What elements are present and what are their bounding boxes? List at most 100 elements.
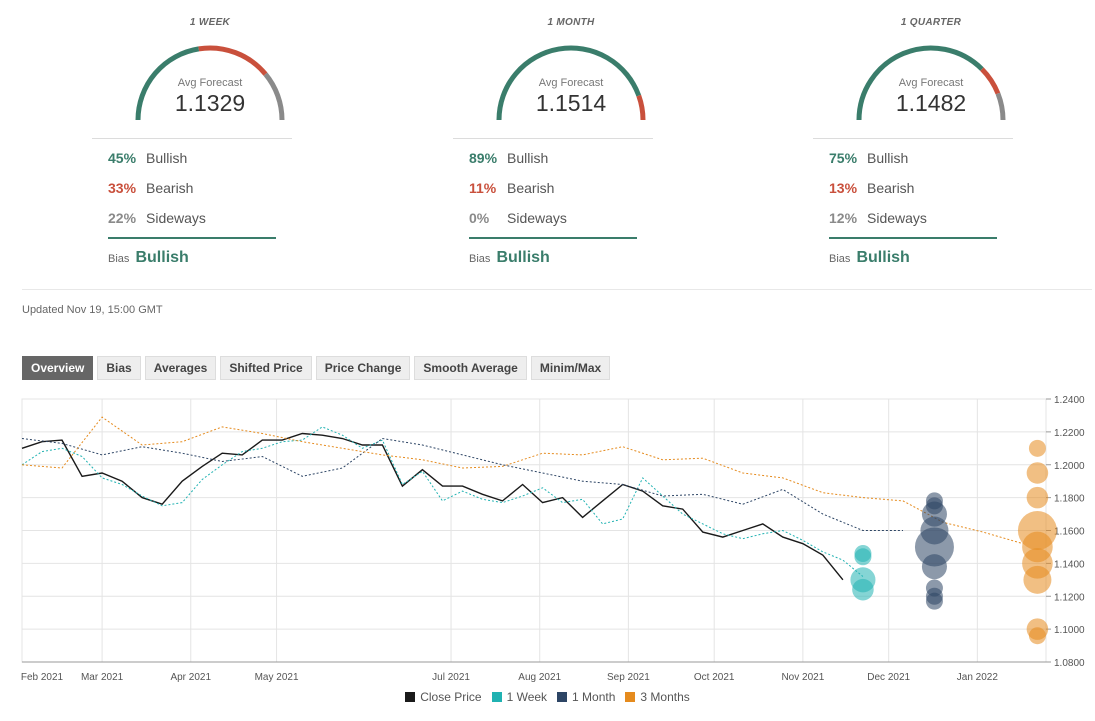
avg-forecast-value: 1.1514 — [535, 90, 607, 116]
x-tick-label: Sep 2021 — [607, 672, 650, 683]
bias-label: Bias — [829, 253, 851, 265]
forecast-bubble-3-months[interactable] — [1028, 439, 1046, 457]
x-tick-label: Apr 2021 — [170, 672, 211, 683]
sideways-pct: 0% — [469, 210, 490, 226]
x-tick-label: May 2021 — [255, 672, 299, 683]
avg-forecast-value: 1.1482 — [895, 90, 967, 116]
gauge-segment-bearish — [198, 45, 268, 76]
legend-item-week[interactable]: 1 Week — [491, 690, 548, 704]
bias: Bias Bullish — [829, 249, 910, 267]
chart-legend: Close Price 1 Week 1 Month 3 Months — [0, 690, 1095, 704]
bearish-label: Bearish — [507, 180, 555, 196]
bias-label: Bias — [108, 253, 130, 265]
sideways-pct: 22% — [108, 210, 137, 226]
updated-timestamp: Updated Nov 19, 15:00 GMT — [22, 304, 163, 316]
forecast-bubble-3-months[interactable] — [1026, 462, 1049, 484]
bullish-pct: 75% — [829, 150, 858, 166]
forecast-gauge — [135, 45, 285, 121]
bullish-row: 89% Bullish — [469, 150, 548, 166]
forecast-bubble-1-month[interactable] — [925, 579, 943, 597]
tab-shifted-price[interactable]: Shifted Price — [220, 356, 312, 380]
bullish-label: Bullish — [867, 150, 909, 166]
legend-item-close[interactable]: Close Price — [405, 690, 482, 704]
bias-value: Bullish — [856, 249, 910, 266]
avg-forecast-label: Avg Forecast — [538, 77, 604, 89]
series-line-close-price — [21, 432, 844, 581]
bias-value: Bullish — [496, 249, 550, 266]
sideways-pct: 12% — [829, 210, 858, 226]
period-label: 1 QUARTER — [900, 17, 962, 28]
sideways-label: Sideways — [507, 210, 567, 226]
bullish-label: Bullish — [507, 150, 549, 166]
bias-divider — [108, 237, 276, 239]
legend-swatch — [625, 692, 636, 702]
y-tick-label: 1.1600 — [1054, 527, 1085, 538]
forecast-bubble-3-months[interactable] — [1028, 627, 1046, 645]
y-tick-label: 1.1800 — [1054, 494, 1085, 505]
legend-swatch — [405, 692, 416, 702]
forecast-chart: 1.0800 1.1000 1.1200 1.1400 1.1600 1.1800 1.20… — [21, 395, 1085, 683]
tab-averages[interactable]: Averages — [144, 356, 217, 380]
y-tick-label: 1.1000 — [1054, 625, 1085, 636]
forecast-bubble-3-months[interactable] — [1017, 511, 1057, 550]
tab-overview[interactable]: Overview — [22, 356, 94, 380]
forecast-panel-week: 1 WEEK Avg Forecast 1.1329 45% Bullish 33… — [90, 0, 330, 285]
forecast-panel-quarter: 1 QUARTER Avg Forecast 1.1482 75% Bullish… — [811, 0, 1051, 285]
avg-forecast-label: Avg Forecast — [177, 77, 243, 89]
legend-item-month[interactable]: 1 Month — [557, 690, 615, 704]
avg-forecast-label: Avg Forecast — [898, 77, 964, 89]
bias-label: Bias — [469, 253, 491, 265]
legend-swatch — [491, 692, 502, 702]
x-tick-label: Jul 2021 — [432, 672, 470, 683]
bias: Bias Bullish — [108, 249, 189, 267]
forecast-bubble-1-week[interactable] — [854, 545, 872, 563]
bullish-row: 45% Bullish — [108, 150, 187, 166]
sideways-row: 22% Sideways — [108, 210, 206, 226]
bearish-pct: 11% — [469, 180, 497, 196]
forecast-gauge — [496, 45, 646, 121]
tab-minim-max[interactable]: Minim/Max — [530, 356, 611, 380]
legend-label: Close Price — [420, 690, 482, 704]
legend-item-quarter[interactable]: 3 Months — [625, 690, 690, 704]
series-line-1-week — [21, 426, 864, 577]
tab-smooth-average[interactable]: Smooth Average — [414, 356, 527, 380]
divider — [453, 138, 653, 139]
forecast-bubble-1-month[interactable] — [925, 492, 943, 510]
bearish-row: 33% Bearish — [108, 180, 193, 196]
avg-forecast-value: 1.1329 — [174, 90, 246, 116]
legend-label: 3 Months — [640, 690, 690, 704]
forecast-gauge — [856, 45, 1006, 121]
divider — [92, 138, 292, 139]
bias-divider — [469, 237, 637, 239]
legend-label: 1 Week — [506, 690, 548, 704]
bullish-pct: 45% — [108, 150, 137, 166]
bias-divider — [829, 237, 997, 239]
gauge-segment-sideways — [263, 72, 285, 121]
series-line-3-months — [21, 416, 1024, 545]
sideways-row: 12% Sideways — [829, 210, 927, 226]
bullish-pct: 89% — [469, 150, 498, 166]
chart-tabs: Overview Bias Averages Shifted Price Pri… — [22, 356, 611, 380]
gauge-segment-bearish — [980, 67, 1001, 95]
forecast-bubble-1-week[interactable] — [850, 567, 876, 593]
x-tick-label: Nov 2021 — [781, 672, 824, 683]
y-tick-label: 1.2200 — [1054, 428, 1085, 439]
sideways-label: Sideways — [146, 210, 206, 226]
tab-price-change[interactable]: Price Change — [315, 356, 411, 380]
bearish-label: Bearish — [867, 180, 915, 196]
x-tick-label: Aug 2021 — [518, 672, 561, 683]
bearish-row: 13% Bearish — [829, 180, 914, 196]
x-tick-label: Feb 2021 — [21, 672, 64, 683]
period-label: 1 WEEK — [189, 17, 231, 28]
bullish-row: 75% Bullish — [829, 150, 908, 166]
series-line-1-month — [21, 437, 903, 531]
x-tick-label: Mar 2021 — [81, 672, 124, 683]
x-tick-label: Jan 2022 — [957, 672, 999, 683]
gauge-segment-bullish — [856, 45, 984, 121]
tab-bias[interactable]: Bias — [97, 356, 141, 380]
bias: Bias Bullish — [469, 249, 550, 267]
bearish-pct: 13% — [829, 180, 858, 196]
bullish-label: Bullish — [146, 150, 188, 166]
forecast-bubble-3-months[interactable] — [1026, 486, 1049, 509]
gauge-segment-sideways — [995, 92, 1006, 121]
